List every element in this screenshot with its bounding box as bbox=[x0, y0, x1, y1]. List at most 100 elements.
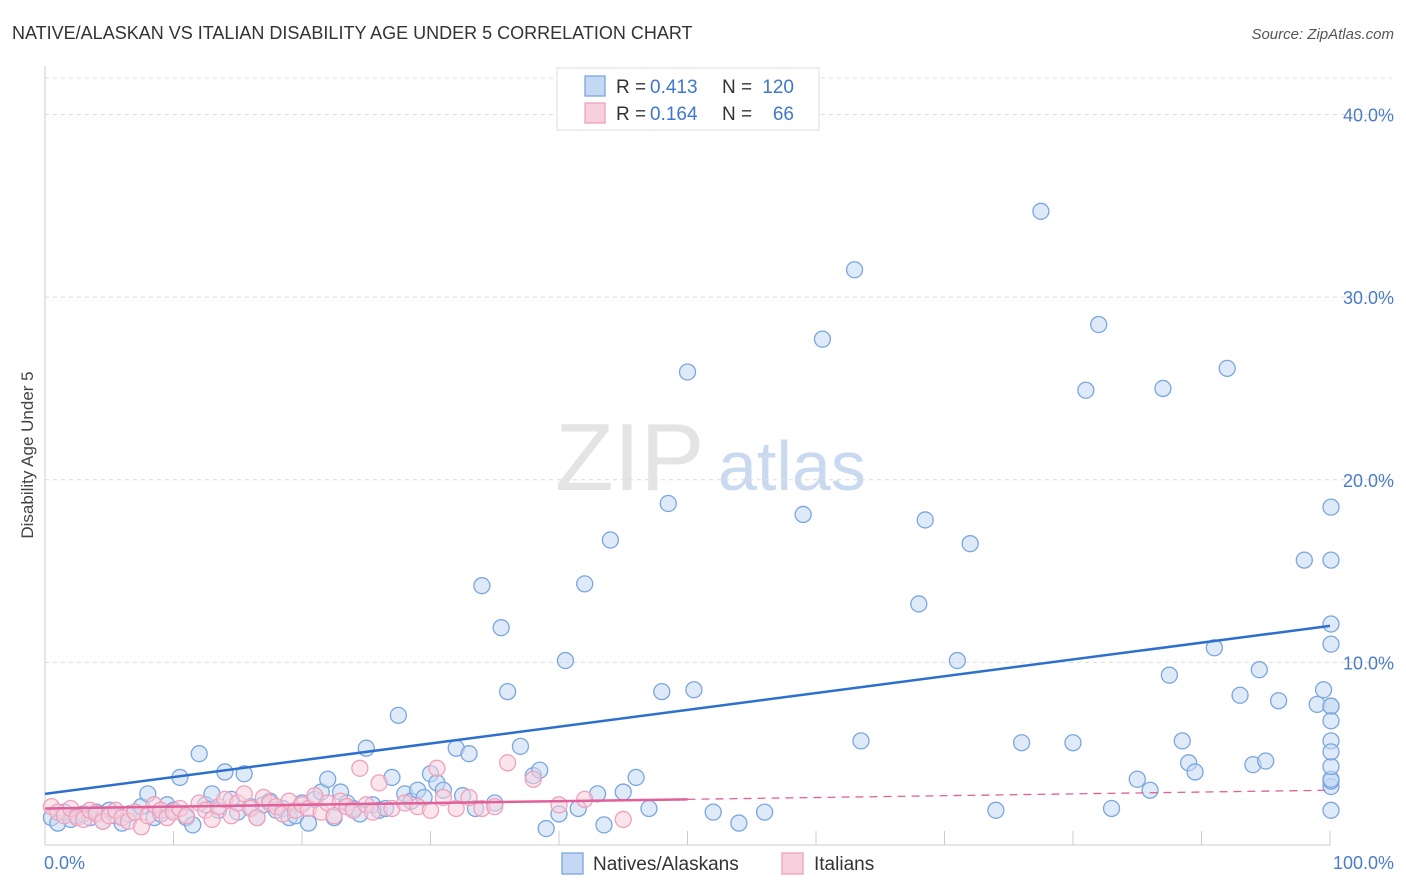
watermark: ZIP atlas bbox=[555, 404, 866, 511]
point-italians-21 bbox=[177, 807, 196, 825]
legend-r-value-natives: 0.413 bbox=[650, 77, 698, 98]
point-natives-105 bbox=[1102, 799, 1121, 818]
trend-lines bbox=[44, 624, 1331, 810]
y-tick-label-2: 30.0% bbox=[1343, 288, 1394, 308]
legend-swatch-italians bbox=[584, 102, 606, 124]
point-natives-75 bbox=[556, 651, 575, 670]
bottom-legend: Natives/Alaskans Italians bbox=[561, 852, 874, 875]
point-natives-87 bbox=[685, 681, 703, 699]
chart-title: NATIVE/ALASKAN VS ITALIAN DISABILITY AGE… bbox=[12, 23, 693, 43]
trendline-italians bbox=[44, 798, 688, 810]
bottom-legend-label-italians: Italians bbox=[814, 854, 874, 875]
point-natives-64 bbox=[460, 745, 478, 763]
point-natives-133 bbox=[1322, 712, 1340, 730]
point-natives-88 bbox=[704, 803, 722, 821]
point-natives-107 bbox=[1141, 781, 1159, 799]
y-tick-label-0: 10.0% bbox=[1343, 653, 1394, 673]
point-italians-63 bbox=[550, 796, 568, 814]
point-natives-132 bbox=[1322, 697, 1340, 715]
correlation-legend: R = 0.413 N = 120 R = 0.164 N = 66 bbox=[556, 67, 820, 131]
point-natives-106 bbox=[1128, 770, 1146, 788]
point-italians-57 bbox=[447, 799, 465, 818]
point-natives-82 bbox=[627, 768, 645, 787]
point-natives-73 bbox=[537, 819, 555, 838]
point-italians-47 bbox=[351, 759, 369, 777]
point-natives-93 bbox=[845, 261, 864, 279]
y-axis-label: Disability Age Under 5 bbox=[18, 371, 37, 538]
axes bbox=[44, 66, 1331, 846]
point-natives-94 bbox=[852, 732, 870, 750]
point-natives-95 bbox=[910, 595, 928, 613]
point-natives-30 bbox=[235, 765, 253, 783]
point-natives-86 bbox=[678, 363, 697, 381]
point-natives-84 bbox=[653, 682, 671, 701]
point-natives-23 bbox=[190, 745, 208, 763]
point-italians-54 bbox=[421, 801, 440, 819]
point-italians-55 bbox=[428, 759, 446, 777]
point-italians-64 bbox=[576, 790, 594, 808]
series-italians bbox=[42, 754, 632, 836]
point-natives-117 bbox=[1250, 661, 1268, 679]
bottom-legend-swatch-italians bbox=[781, 852, 804, 875]
point-natives-131 bbox=[1322, 551, 1340, 569]
y-tick-label-1: 20.0% bbox=[1343, 471, 1394, 491]
point-natives-122 bbox=[1314, 681, 1333, 699]
point-natives-69 bbox=[498, 682, 517, 701]
chart-source: Source: ZipAtlas.com bbox=[1251, 26, 1394, 43]
point-natives-101 bbox=[1032, 202, 1050, 220]
point-natives-90 bbox=[755, 803, 774, 821]
point-natives-103 bbox=[1077, 381, 1095, 399]
watermark-zip: ZIP bbox=[555, 404, 704, 511]
point-natives-89 bbox=[730, 814, 748, 832]
point-natives-54 bbox=[389, 706, 408, 724]
point-natives-102 bbox=[1064, 734, 1082, 752]
point-natives-91 bbox=[794, 505, 812, 524]
legend-r-value-italians: 0.164 bbox=[650, 104, 698, 125]
point-natives-99 bbox=[987, 801, 1005, 819]
point-natives-104 bbox=[1090, 315, 1108, 334]
point-natives-68 bbox=[492, 619, 510, 637]
bottom-legend-label-natives: Natives/Alaskans bbox=[593, 854, 739, 875]
point-natives-40 bbox=[299, 814, 318, 832]
x-tick-label-min: 0.0% bbox=[44, 853, 85, 873]
point-natives-66 bbox=[473, 577, 491, 595]
point-natives-96 bbox=[916, 511, 934, 529]
point-italians-50 bbox=[370, 774, 388, 792]
point-natives-80 bbox=[601, 531, 620, 549]
point-natives-108 bbox=[1154, 379, 1172, 398]
trendline-italians-extension bbox=[687, 789, 1331, 800]
point-natives-100 bbox=[1012, 734, 1031, 752]
point-natives-70 bbox=[511, 737, 530, 756]
legend-r-label-italians: R = bbox=[616, 104, 646, 125]
point-italians-31 bbox=[248, 808, 266, 827]
point-natives-134 bbox=[1322, 615, 1340, 633]
watermark-atlas: atlas bbox=[718, 427, 866, 505]
point-italians-62 bbox=[524, 770, 542, 788]
point-natives-130 bbox=[1322, 757, 1340, 776]
point-natives-81 bbox=[614, 783, 632, 801]
legend-r-label-natives: R = bbox=[616, 77, 646, 98]
series-natives bbox=[42, 202, 1340, 838]
legend-n-value-natives: 120 bbox=[762, 77, 794, 98]
point-natives-124 bbox=[1322, 801, 1340, 819]
point-natives-115 bbox=[1231, 686, 1249, 704]
point-natives-110 bbox=[1173, 732, 1191, 750]
legend-swatch-natives bbox=[584, 75, 606, 97]
point-italians-49 bbox=[364, 803, 382, 821]
bottom-legend-swatch-natives bbox=[561, 852, 584, 875]
point-natives-135 bbox=[1322, 743, 1340, 761]
legend-n-label-natives: N = bbox=[722, 77, 752, 98]
point-italians-29 bbox=[235, 785, 253, 803]
point-natives-136 bbox=[1322, 498, 1340, 516]
point-natives-119 bbox=[1269, 692, 1288, 710]
point-italians-65 bbox=[614, 810, 632, 829]
point-italians-43 bbox=[325, 807, 343, 825]
legend-n-value-italians: 66 bbox=[773, 104, 794, 125]
point-natives-79 bbox=[595, 816, 613, 834]
point-italians-61 bbox=[498, 754, 517, 772]
point-natives-98 bbox=[961, 535, 979, 553]
point-natives-118 bbox=[1257, 752, 1275, 770]
point-natives-85 bbox=[659, 494, 677, 513]
legend-n-label-italians: N = bbox=[722, 104, 752, 125]
